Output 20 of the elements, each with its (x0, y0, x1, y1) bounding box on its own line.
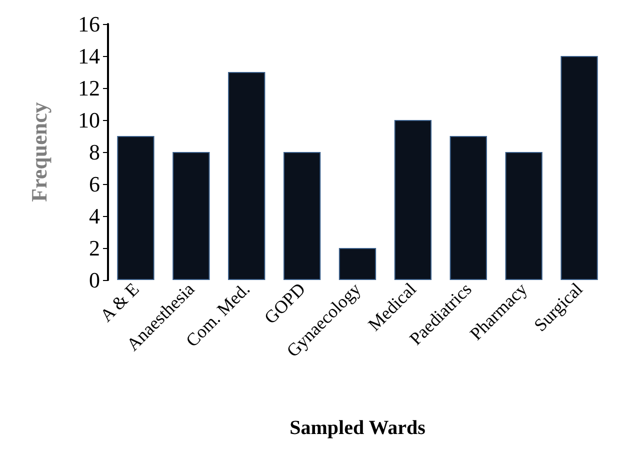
bar (338, 248, 376, 280)
y-tick-label: 10 (78, 108, 100, 132)
y-tick-label: 6 (89, 172, 100, 196)
y-axis-title: Frequency (26, 102, 52, 202)
bar (117, 136, 154, 280)
y-tick-label: 12 (78, 76, 100, 100)
bar (394, 120, 432, 280)
bar (228, 72, 266, 280)
bar (560, 56, 598, 280)
bar (450, 136, 487, 280)
bar (283, 152, 321, 280)
y-tick-label: 8 (89, 140, 100, 164)
y-tick-label: 0 (89, 268, 100, 292)
y-tick-label: 2 (89, 236, 100, 260)
bar (172, 152, 210, 280)
bar (505, 152, 542, 280)
y-tick-label: 14 (78, 44, 100, 68)
x-axis-title: Sampled Wards (290, 417, 426, 439)
y-tick-label: 16 (78, 12, 100, 36)
y-tick-label: 4 (89, 204, 100, 228)
